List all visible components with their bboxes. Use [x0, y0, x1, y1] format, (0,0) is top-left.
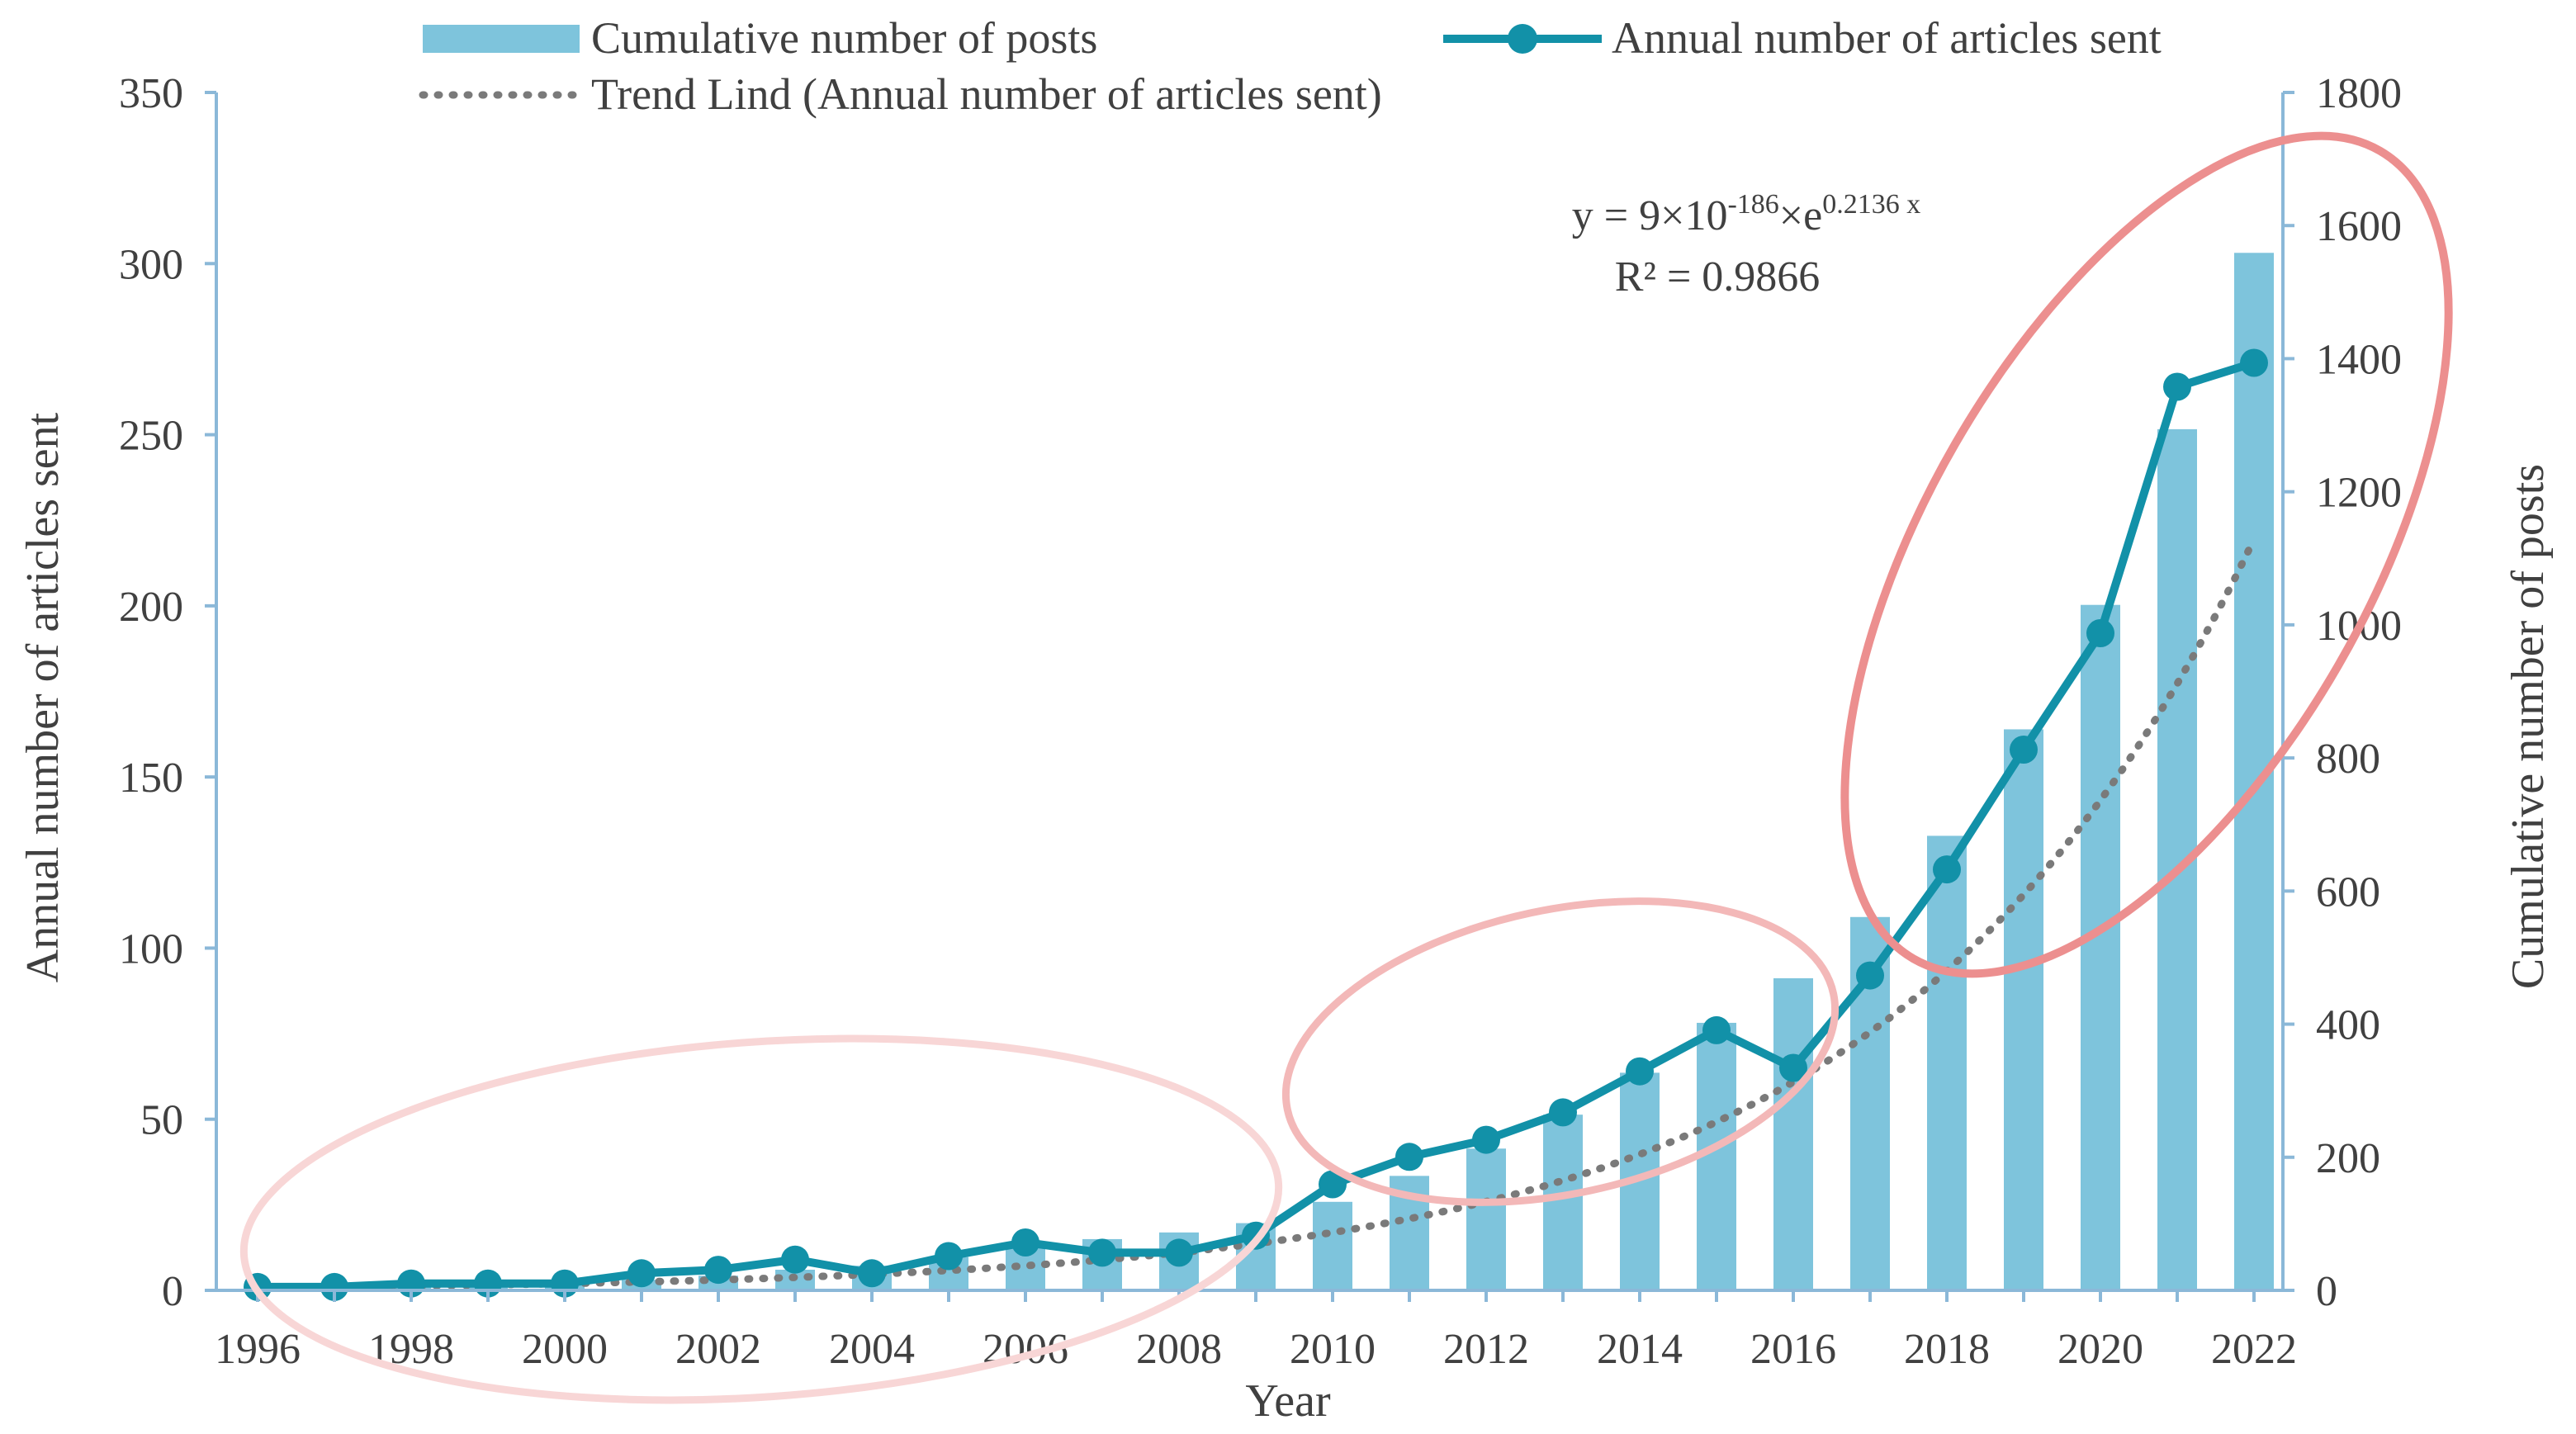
- point-2022: [2240, 348, 2268, 377]
- highlight-ellipse-recent: [1840, 131, 2453, 978]
- x-tick-label: 2010: [1290, 1326, 1376, 1373]
- legend-bar-swatch: [423, 25, 580, 53]
- left-tick-label: 0: [162, 1268, 183, 1315]
- bar-2013: [1543, 1115, 1583, 1290]
- bar-2012: [1466, 1148, 1506, 1290]
- bars-cumulative: [238, 253, 2274, 1291]
- point-2016: [1779, 1053, 1807, 1082]
- bar-2019: [2004, 729, 2043, 1290]
- right-axis-title: Cumulative number of posts: [2503, 464, 2554, 989]
- right-tick-label: 1200: [2316, 470, 2402, 517]
- highlight-ellipse-middle: [1281, 897, 1840, 1206]
- point-2004: [858, 1259, 886, 1288]
- right-tick-label: 600: [2316, 868, 2380, 916]
- right-tick-label: 800: [2316, 736, 2380, 783]
- trend-equation: y = 9×10-186×e0.2136 x R² = 0.9866: [1572, 189, 1920, 301]
- legend-bar-label: Cumulative number of posts: [591, 13, 1097, 63]
- highlight-ellipse-early: [239, 1034, 1283, 1404]
- point-2018: [1933, 855, 1961, 884]
- left-axis-title: Annual number of articles sent: [17, 412, 69, 982]
- right-tick-label: 1400: [2316, 336, 2402, 383]
- point-2019: [2010, 736, 2038, 764]
- bar-2018: [1927, 835, 1967, 1290]
- point-2005: [935, 1242, 963, 1271]
- x-tick-label: 2022: [2211, 1326, 2297, 1373]
- legend-trend-label: Trend Lind (Annual number of articles se…: [591, 69, 1382, 119]
- point-1997: [320, 1272, 348, 1301]
- x-tick-label: 2004: [829, 1326, 915, 1373]
- legend: Cumulative number of posts Annual number…: [419, 13, 2162, 119]
- equation-text: y = 9×10-186×e0.2136 x: [1572, 189, 1920, 239]
- x-tick-label: 1996: [215, 1326, 301, 1373]
- x-axis-ticks: 1996 1998 2000 2002 2004 2006 2008 2010 2012 2014…: [215, 1290, 2297, 1373]
- point-2020: [2086, 619, 2114, 647]
- left-tick-label: 250: [119, 413, 183, 460]
- bar-2016: [1773, 977, 1813, 1290]
- x-axis-title: Year: [1245, 1375, 1331, 1427]
- r-squared-text: R² = 0.9866: [1615, 253, 1821, 301]
- x-tick-label: 2012: [1443, 1326, 1529, 1373]
- x-tick-label: 2008: [1136, 1326, 1222, 1373]
- point-2012: [1472, 1125, 1500, 1154]
- left-tick-label: 200: [119, 584, 183, 631]
- left-tick-label: 350: [119, 70, 183, 117]
- point-2011: [1395, 1143, 1423, 1171]
- left-tick-label: 300: [119, 241, 183, 288]
- point-2002: [704, 1256, 732, 1285]
- right-tick-label: 1600: [2316, 203, 2402, 250]
- left-axis-ticks: 0 50 100 150 200 250 300 350: [119, 70, 216, 1315]
- x-tick-label: 2018: [1904, 1326, 1990, 1373]
- right-tick-label: 400: [2316, 1002, 2380, 1049]
- point-2014: [1626, 1057, 1654, 1086]
- right-tick-label: 200: [2316, 1135, 2380, 1182]
- point-2007: [1088, 1238, 1116, 1267]
- x-tick-label: 2016: [1750, 1326, 1836, 1373]
- right-tick-label: 0: [2316, 1268, 2337, 1315]
- right-tick-label: 1800: [2316, 70, 2402, 117]
- point-2003: [781, 1245, 809, 1274]
- x-tick-label: 2002: [675, 1326, 761, 1373]
- x-tick-label: 2000: [522, 1326, 608, 1373]
- left-tick-label: 50: [140, 1097, 183, 1144]
- point-2015: [1702, 1015, 1731, 1044]
- point-2017: [1856, 961, 1884, 990]
- x-tick-label: 2020: [2057, 1326, 2143, 1373]
- legend-line-label: Annual number of articles sent: [1612, 13, 2162, 63]
- legend-line-marker: [1508, 24, 1537, 54]
- point-2001: [627, 1259, 656, 1288]
- bar-2020: [2081, 604, 2120, 1290]
- bar-2010: [1313, 1201, 1352, 1290]
- point-2010: [1319, 1170, 1347, 1199]
- point-2006: [1011, 1228, 1039, 1257]
- x-tick-label: 2014: [1597, 1326, 1683, 1373]
- left-tick-label: 150: [119, 755, 183, 802]
- left-tick-label: 100: [119, 925, 183, 973]
- point-2008: [1165, 1238, 1193, 1267]
- point-2021: [2163, 372, 2191, 401]
- point-2013: [1549, 1098, 1577, 1127]
